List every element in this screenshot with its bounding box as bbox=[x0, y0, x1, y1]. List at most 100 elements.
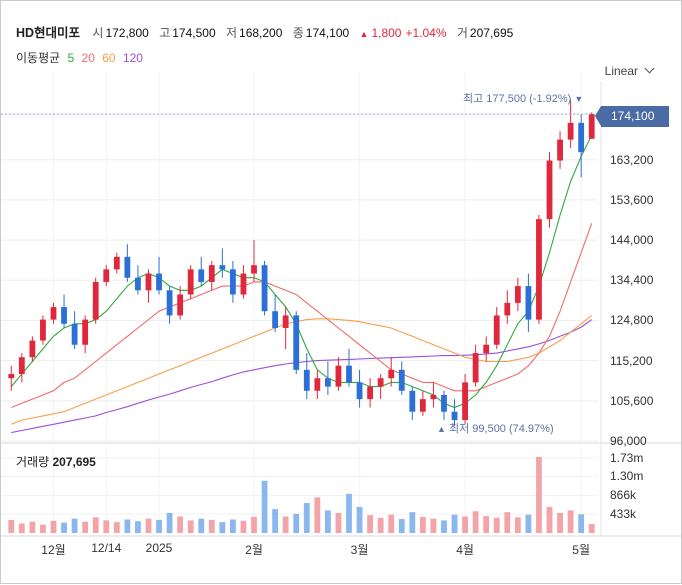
candle bbox=[40, 319, 46, 341]
candle bbox=[293, 315, 300, 370]
candle bbox=[198, 269, 205, 282]
volume-bar bbox=[493, 517, 500, 533]
candle bbox=[251, 265, 257, 274]
volume-bar bbox=[346, 493, 352, 533]
low-marker: ▲ 최저 99,500 (74.97%) bbox=[437, 420, 554, 436]
low-marker-text: 최저 99,500 (74.97%) bbox=[448, 423, 554, 435]
candle bbox=[525, 286, 532, 320]
x-tick-label: 12/14 bbox=[91, 541, 122, 555]
candle bbox=[536, 219, 542, 320]
current-price-tag: 174,100 bbox=[595, 106, 669, 127]
volume-bar bbox=[229, 519, 236, 533]
volume-bar bbox=[135, 521, 141, 533]
candle bbox=[462, 382, 468, 421]
ma120-line bbox=[11, 319, 593, 434]
volume-value: 207,695 bbox=[469, 26, 514, 40]
candle bbox=[546, 160, 553, 220]
y-tick-label: 153,600 bbox=[610, 192, 654, 207]
candle bbox=[187, 269, 194, 295]
candle bbox=[282, 315, 289, 328]
change-value: 1,800 bbox=[371, 26, 402, 40]
volume-bar bbox=[441, 520, 447, 533]
close-value: 174,100 bbox=[305, 26, 350, 40]
candle bbox=[208, 265, 215, 282]
x-tick-label: 5월 bbox=[572, 543, 591, 557]
volume-bar bbox=[103, 520, 110, 533]
ma-legend[interactable]: 이동평균 5 20 60 120 bbox=[16, 49, 147, 66]
candle bbox=[388, 369, 395, 379]
volume-bar bbox=[377, 517, 384, 533]
scale-selector[interactable]: Linear bbox=[604, 63, 655, 78]
volume-bar bbox=[578, 514, 585, 533]
y-tick-label: 134,400 bbox=[610, 273, 654, 288]
low-label: 저 bbox=[225, 26, 238, 40]
volume-bar bbox=[557, 512, 563, 533]
change-percent: +1.04% bbox=[405, 26, 447, 40]
volume-panel-value: 207,695 bbox=[52, 455, 96, 469]
candle bbox=[346, 365, 352, 383]
volume-bar bbox=[472, 511, 479, 533]
candle bbox=[314, 378, 321, 391]
volume-bar bbox=[261, 480, 268, 533]
volume-bar bbox=[156, 519, 162, 533]
candle bbox=[61, 307, 67, 324]
down-arrow-icon: ▼ bbox=[574, 94, 584, 104]
volume-label: 거 bbox=[456, 26, 468, 40]
y-tick-label: 115,200 bbox=[610, 353, 653, 368]
volume-bar bbox=[293, 513, 300, 533]
volume-bar bbox=[71, 518, 78, 533]
y-tick-label: 144,000 bbox=[610, 233, 654, 248]
candle bbox=[398, 369, 405, 391]
volume-bar bbox=[198, 518, 205, 533]
ma20-legend: 20 bbox=[81, 51, 95, 65]
volume-bar bbox=[187, 520, 194, 533]
candle bbox=[113, 256, 120, 270]
candle bbox=[324, 378, 331, 387]
candle bbox=[451, 411, 458, 421]
volume-bar bbox=[588, 523, 595, 533]
candle bbox=[135, 277, 141, 291]
volume-bar bbox=[525, 514, 532, 533]
volume-tick-label: 433k bbox=[610, 507, 637, 522]
candle bbox=[18, 357, 25, 375]
candle bbox=[557, 139, 563, 161]
volume-panel-label: 거래량 bbox=[16, 455, 50, 469]
volume-bar bbox=[82, 521, 89, 533]
candle bbox=[272, 311, 279, 328]
high-value: 174,500 bbox=[172, 26, 216, 40]
ma120-legend: 120 bbox=[122, 51, 143, 65]
y-tick-label: 124,800 bbox=[610, 313, 654, 328]
x-tick-label: 2월 bbox=[245, 543, 263, 557]
volume-bar bbox=[177, 516, 184, 533]
volume-bar bbox=[335, 512, 342, 533]
volume-bar bbox=[92, 517, 99, 533]
volume-bar bbox=[208, 519, 215, 533]
volume-bar bbox=[124, 519, 131, 533]
volume-bar bbox=[61, 522, 67, 533]
candle bbox=[303, 369, 310, 391]
change-up-icon: ▲ bbox=[359, 29, 369, 39]
candle bbox=[483, 344, 490, 354]
volume-bar bbox=[388, 514, 395, 533]
candle bbox=[441, 394, 447, 412]
y-tick-label: 96,000 bbox=[610, 434, 647, 448]
scale-selector-label: Linear bbox=[604, 64, 638, 78]
volume-bar bbox=[166, 512, 173, 533]
stock-name: HD현대미포 bbox=[16, 26, 81, 40]
high-marker: 최고 177,500 (-1.92%) ▼ bbox=[463, 90, 583, 106]
x-tick-label: 4월 bbox=[456, 543, 474, 557]
volume-bar bbox=[282, 516, 289, 533]
close-label: 종 bbox=[292, 26, 304, 40]
candle bbox=[177, 294, 184, 316]
candle bbox=[472, 353, 479, 383]
ma-legend-label: 이동평균 bbox=[16, 51, 61, 65]
candle bbox=[377, 378, 384, 387]
candle bbox=[124, 256, 131, 278]
candle bbox=[156, 273, 162, 291]
candle bbox=[430, 394, 437, 400]
candle bbox=[367, 386, 374, 400]
candle bbox=[356, 382, 363, 400]
volume-bar bbox=[356, 506, 363, 533]
volume-tick-label: 866k bbox=[610, 488, 637, 503]
